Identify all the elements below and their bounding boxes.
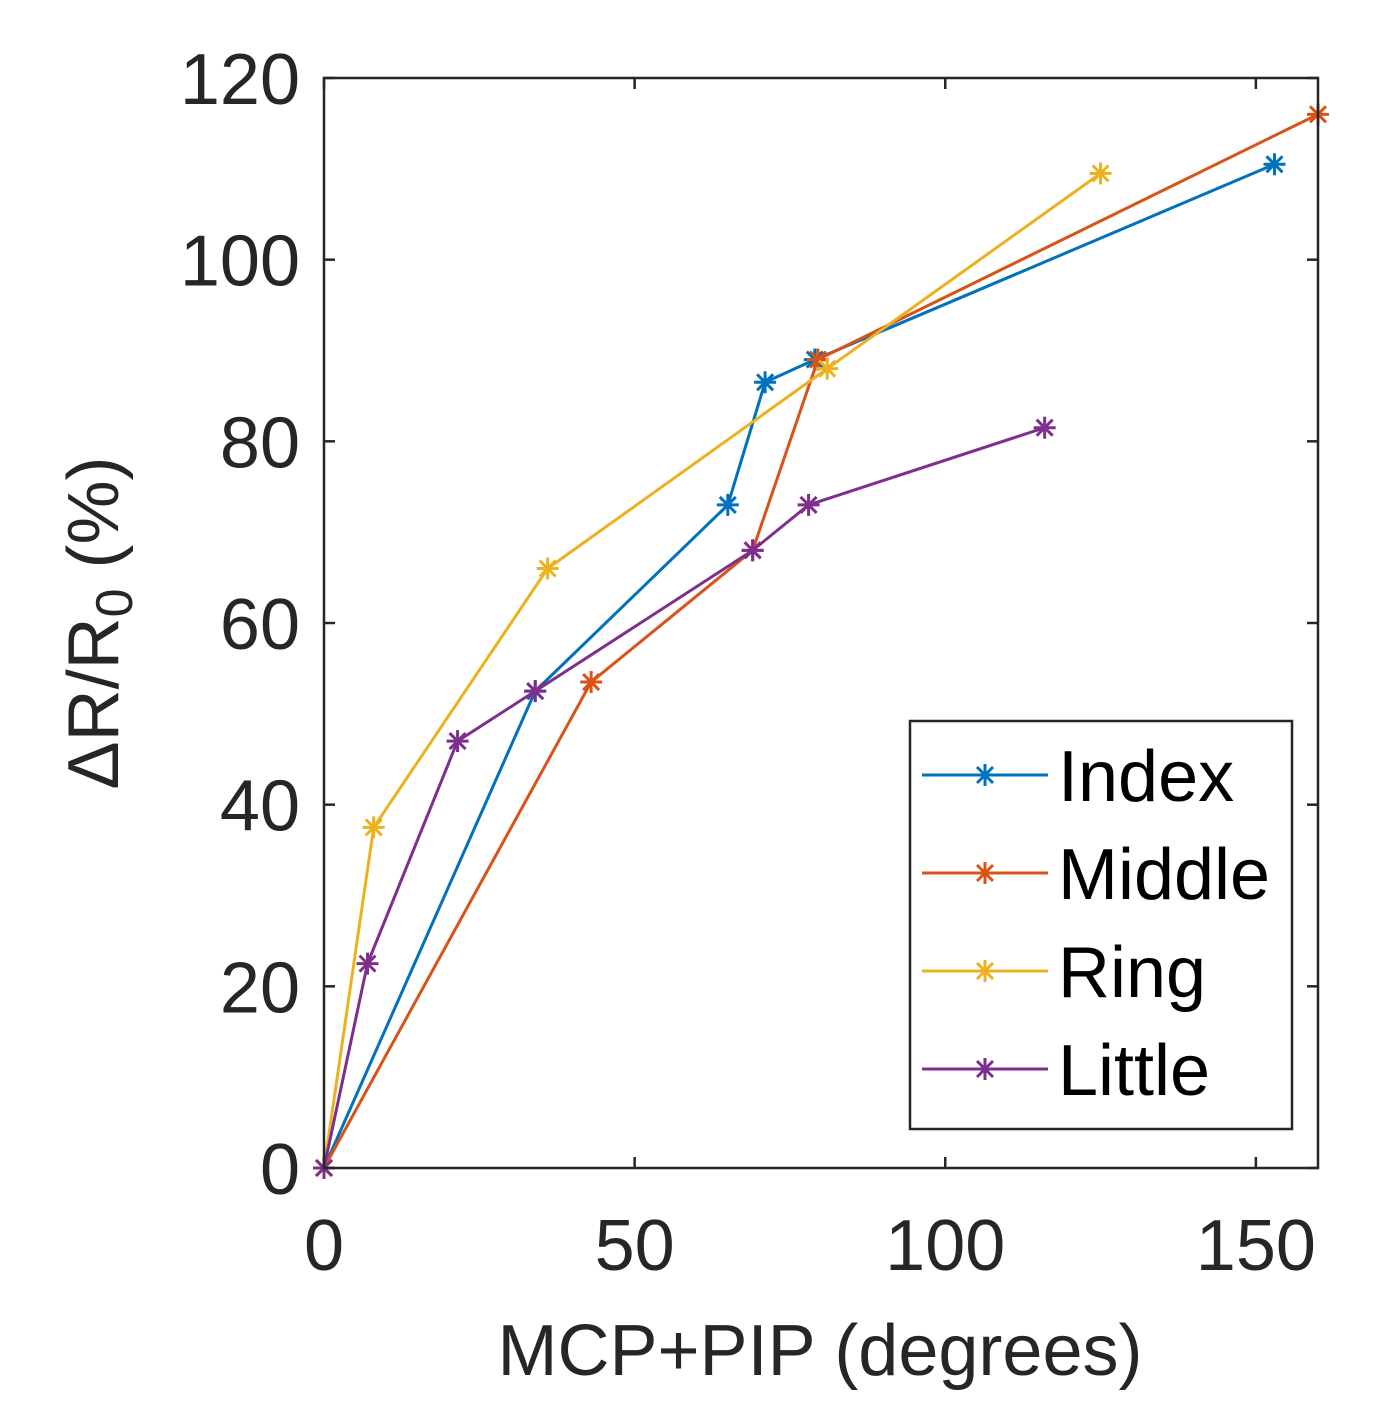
x-tick-label: 50 <box>595 1206 675 1286</box>
tick-labels: 0 50 100 150 0 20 40 60 80 100 120 <box>180 40 1316 1286</box>
legend: Index Middle Ring Little <box>908 719 1294 1131</box>
data-point-ring <box>1089 162 1112 185</box>
y-axis-label-subscript: 0 <box>86 588 144 617</box>
data-point-ring <box>362 816 385 839</box>
data-point-little <box>741 539 764 562</box>
legend-marker-index <box>974 764 996 786</box>
y-tick-label: 100 <box>180 222 300 302</box>
data-point-index <box>1263 153 1286 176</box>
x-tick-label: 0 <box>304 1206 344 1286</box>
legend-item-ring: Ring <box>922 933 1206 1013</box>
y-tick-label: 120 <box>180 40 300 120</box>
x-tick-label: 150 <box>1196 1206 1316 1286</box>
data-point-little <box>797 493 820 516</box>
ticks-layer <box>322 76 1318 1170</box>
legend-item-little: Little <box>922 1031 1210 1111</box>
data-point-little <box>524 680 547 703</box>
data-point-index <box>754 371 777 394</box>
y-axis-label-suffix: (%) <box>54 457 134 589</box>
series-line-index <box>322 162 1276 1169</box>
data-point-middle <box>580 671 603 694</box>
legend-marker-little <box>974 1058 996 1080</box>
legend-marker-middle <box>974 862 996 884</box>
data-point-little <box>356 952 379 975</box>
legend-item-middle: Middle <box>922 835 1270 915</box>
x-tick-label: 100 <box>885 1206 1005 1286</box>
y-tick-label: 20 <box>220 948 300 1028</box>
data-point-index <box>716 493 739 516</box>
legend-box <box>908 719 1294 1131</box>
data-point-little <box>1033 416 1056 439</box>
data-point-little <box>446 730 469 753</box>
y-tick-label: 0 <box>260 1130 300 1210</box>
legend-label-index: Index <box>1058 737 1234 817</box>
legend-label-middle: Middle <box>1058 835 1270 915</box>
data-point-ring <box>816 357 839 380</box>
legend-marker-ring <box>974 960 996 982</box>
x-axis-label: MCP+PIP (degrees) <box>498 1311 1143 1391</box>
y-tick-label: 40 <box>220 767 300 847</box>
legend-label-little: Little <box>1058 1031 1210 1111</box>
y-axis-label: ΔR/R0 (%) <box>54 457 144 790</box>
data-point-ring <box>536 557 559 580</box>
y-axis-label-main: ΔR/R <box>54 617 134 789</box>
legend-label-ring: Ring <box>1058 933 1206 1013</box>
y-tick-label: 80 <box>220 403 300 483</box>
legend-item-index: Index <box>922 737 1234 817</box>
y-tick-label: 60 <box>220 585 300 665</box>
